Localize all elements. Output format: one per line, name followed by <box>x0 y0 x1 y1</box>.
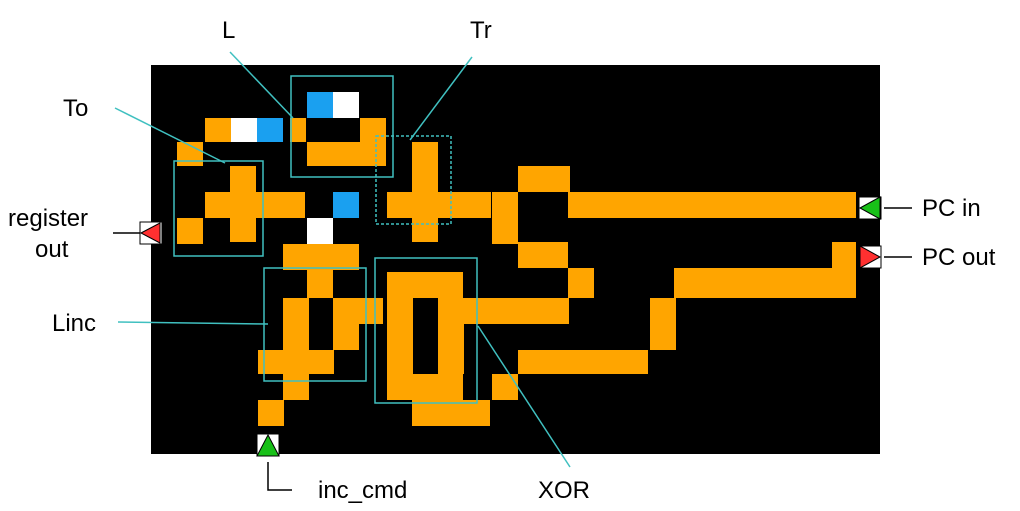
active-cell <box>307 92 333 118</box>
wire-cell <box>832 242 856 268</box>
wire-cell <box>412 400 438 426</box>
l-leader <box>229 51 294 119</box>
xor-box <box>374 257 478 404</box>
wire-cell <box>412 142 438 192</box>
active-cell <box>257 118 283 142</box>
tr-leader <box>409 56 473 141</box>
wire-cell <box>438 298 464 374</box>
label-pc-in: PC in <box>922 195 981 222</box>
label-xor: XOR <box>538 477 590 504</box>
wire-cell <box>387 192 491 218</box>
xor-leader <box>477 325 571 468</box>
wire-cell <box>333 298 359 350</box>
wire-cell <box>412 218 438 242</box>
inc-cmd-port <box>256 433 280 457</box>
wire-cell <box>258 400 284 426</box>
wire-cell <box>205 192 305 218</box>
wire-cell <box>438 400 490 426</box>
output-arrow-icon <box>859 245 882 269</box>
wire-cell <box>307 270 333 298</box>
wire-cell <box>650 298 676 350</box>
label-linc: Linc <box>52 310 96 337</box>
output-arrow-icon <box>139 222 161 244</box>
label-inc-cmd: inc_cmd <box>318 477 407 504</box>
wire-cell <box>387 272 463 298</box>
wire-cell <box>568 268 594 298</box>
wire-cell <box>568 192 856 218</box>
wire-cell <box>518 242 568 268</box>
label-register-out-1: register <box>8 205 88 232</box>
wire-cell <box>177 218 203 244</box>
wire-cell <box>359 298 383 324</box>
pc-out-port <box>858 245 882 269</box>
wire-cell <box>492 192 518 244</box>
register-out-port <box>139 221 163 245</box>
white-cell <box>307 218 333 244</box>
wire-cell <box>307 142 386 166</box>
wire-cell <box>205 118 231 142</box>
input-arrow-icon <box>256 433 280 457</box>
wire-cell <box>492 374 518 400</box>
wire-cell <box>387 298 413 374</box>
wire-cell <box>387 374 463 400</box>
inc-cmd-leader <box>267 462 292 491</box>
white-cell <box>333 92 359 118</box>
wire-cell <box>283 374 309 400</box>
wire-cell <box>283 298 309 350</box>
label-register-out-2: out <box>35 236 69 263</box>
label-pc-out: PC out <box>922 244 996 271</box>
wire-cell <box>518 350 648 374</box>
white-cell <box>231 118 257 142</box>
label-tr: Tr <box>470 17 492 44</box>
pc-in-port <box>858 196 882 220</box>
label-to: To <box>63 95 88 122</box>
to-box <box>173 160 264 257</box>
wire-cell <box>258 350 334 374</box>
linc-leader <box>117 321 269 325</box>
wire-cell <box>518 166 570 192</box>
wire-cell <box>290 118 306 142</box>
active-cell <box>333 192 359 218</box>
to-leader <box>114 107 226 164</box>
wire-cell <box>463 298 569 324</box>
input-arrow-icon <box>858 196 881 220</box>
wire-cell <box>674 268 856 298</box>
label-l: L <box>222 17 235 44</box>
l-box <box>290 75 394 178</box>
wire-cell <box>283 244 359 270</box>
circuit-cells <box>177 92 856 426</box>
